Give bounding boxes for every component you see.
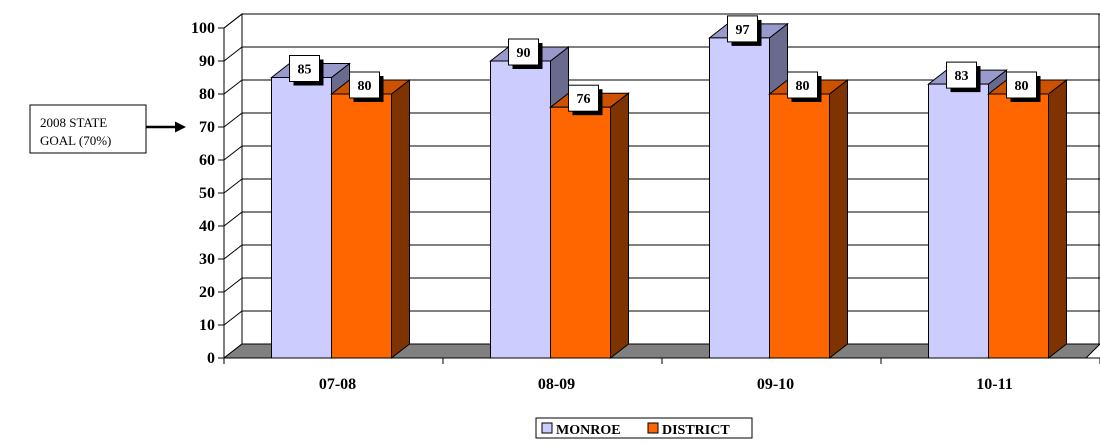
data-label-box (508, 38, 539, 66)
data-label-box (349, 71, 380, 99)
data-label-monroe-10-11: 83 (946, 61, 981, 93)
data-labels: 85 80 90 76 97 80 83 80 (289, 15, 1041, 116)
data-label-box (289, 55, 320, 82)
gridline-side (223, 145, 243, 161)
legend-label-district: DISTRICT (662, 423, 730, 438)
gridline-side (223, 277, 243, 293)
bar-front-district (988, 93, 1049, 359)
annotation-line-2: GOAL (70%) (40, 133, 111, 148)
bar-front-district (550, 106, 611, 359)
bar-district-07-08 (330, 78, 411, 360)
x-tick-label-09-10: 09-10 (757, 376, 794, 393)
data-label-box (727, 15, 758, 43)
state-goal-annotation: 2008 STATE GOAL (70%) (29, 104, 186, 154)
legend-box (535, 417, 753, 439)
data-label-text: 80 (796, 79, 810, 94)
x-axis: 07-08 08-09 09-10 10-11 (223, 357, 1100, 393)
y-tick-label: 80 (199, 86, 215, 103)
y-tick-label: 60 (199, 152, 215, 169)
gridline-side (223, 79, 243, 95)
data-label-text: 76 (577, 92, 591, 107)
bar-district-10-11 (987, 78, 1068, 360)
x-tick-label-08-09: 08-09 (538, 376, 575, 393)
legend: MONROE DISTRICT (535, 417, 753, 439)
data-label-box (1006, 71, 1037, 99)
data-label-monroe-08-09: 90 (508, 38, 543, 69)
bar-front-district (331, 93, 392, 359)
bar-front-monroe (490, 60, 551, 359)
bar-district-08-09 (549, 92, 630, 360)
data-label-text: 83 (955, 69, 969, 84)
legend-label-monroe: MONROE (556, 423, 621, 438)
annotation-box (29, 104, 147, 154)
bar-front-monroe (928, 83, 989, 359)
gridline-side (223, 178, 243, 194)
y-tick-label: 50 (199, 185, 215, 202)
annotation-arrow-head (175, 121, 186, 133)
bar-front-monroe (709, 37, 770, 359)
y-tick-label: 40 (199, 218, 215, 235)
y-tick-label: 20 (199, 284, 215, 301)
data-label-text: 80 (1015, 79, 1029, 94)
data-label-district-09-10: 80 (787, 71, 822, 102)
bar-front-monroe (271, 77, 332, 359)
data-label-text: 90 (517, 46, 531, 61)
data-label-district-07-08: 80 (349, 71, 384, 102)
data-label-monroe-07-08: 85 (289, 55, 324, 86)
x-tick-label-10-11: 10-11 (976, 376, 1012, 393)
bar-side-district (610, 92, 629, 360)
annotation-line-1: 2008 STATE (40, 115, 107, 130)
x-tick-label-07-08: 07-08 (319, 376, 356, 393)
bar-side-district (1048, 78, 1067, 360)
data-label-district-10-11: 80 (1006, 71, 1041, 102)
data-label-monroe-09-10: 97 (727, 15, 762, 46)
data-label-box (787, 71, 818, 99)
y-tick-label: 100 (191, 20, 215, 37)
y-tick-label: 0 (207, 350, 215, 367)
y-tick-label: 10 (199, 317, 215, 334)
gridline-side (223, 13, 243, 29)
data-label-text: 80 (358, 79, 372, 94)
gridline-side (223, 46, 243, 62)
bar-side-district (391, 78, 410, 360)
gridline-side (223, 310, 243, 326)
bar-front-district (769, 93, 830, 359)
data-label-text: 97 (736, 23, 750, 38)
y-tick-label: 30 (199, 251, 215, 268)
data-label-box (568, 84, 599, 112)
y-tick-label: 90 (199, 53, 215, 70)
gridline-side (223, 112, 243, 128)
legend-swatch-monroe (541, 422, 553, 434)
gridline-side (223, 211, 243, 227)
legend-swatch-district (647, 422, 659, 434)
bar-side-district (829, 78, 848, 360)
y-tick-label: 70 (199, 119, 215, 136)
data-label-text: 85 (298, 63, 312, 78)
data-label-district-08-09: 76 (568, 84, 603, 116)
gridline-side (223, 244, 243, 260)
bar-district-09-10 (768, 78, 849, 360)
data-label-box (946, 61, 977, 89)
y-axis: 0 10 20 30 40 50 60 70 80 90 100 (191, 20, 225, 367)
